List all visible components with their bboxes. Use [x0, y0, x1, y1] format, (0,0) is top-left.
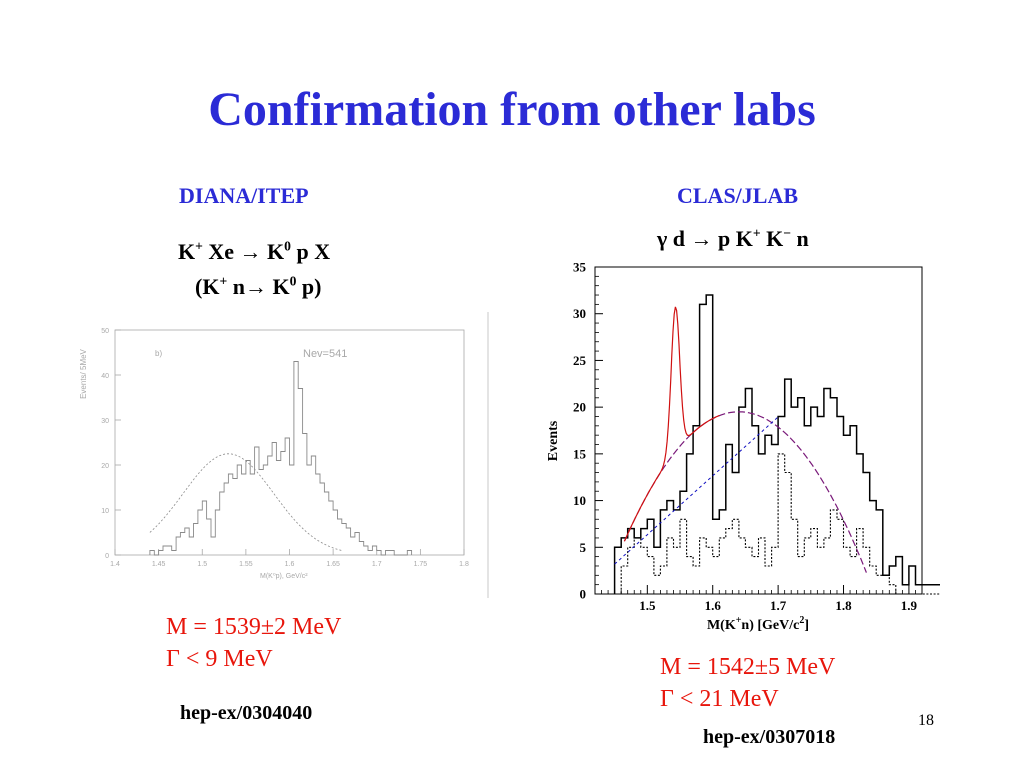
- panel-label: b): [155, 349, 162, 358]
- y-tick-label: 50: [101, 328, 109, 335]
- clas-histogram: 0 5 10 15 20 25 30 35 1.5 1.6 1.7 1.8 1.9 Events M(K+n…: [546, 260, 940, 633]
- left-lab-name: DIANA/ITEP: [179, 183, 309, 208]
- right-mass-result: M = 1542±5 MeV: [660, 654, 836, 680]
- left-reaction-1: K+ Xe → K0 p X: [178, 238, 331, 264]
- x-tick-label: 1.7: [770, 598, 787, 613]
- histogram-bars: [149, 361, 413, 556]
- x-tick-label: 1.5: [197, 561, 207, 568]
- x-tick-label: 1.45: [152, 561, 166, 568]
- histogram-background: [614, 453, 940, 595]
- y-tick-label: 15: [573, 446, 587, 461]
- x-tick-label: 1.65: [326, 561, 340, 568]
- y-tick-label: 30: [101, 418, 109, 425]
- y-tick-label: 20: [573, 400, 586, 415]
- x-tick-label: 1.5: [639, 598, 656, 613]
- fit-curve: [149, 453, 342, 551]
- y-tick-label: 10: [573, 493, 586, 508]
- right-reference: hep-ex/0307018: [703, 726, 836, 748]
- event-count-annotation: Nev=541: [303, 348, 347, 360]
- left-width-result: Γ < 9 MeV: [166, 646, 273, 672]
- left-reaction-2: (K+ n→ K0 p): [195, 273, 322, 299]
- signal-fit-curve: [623, 306, 720, 542]
- x-axis-label: M(K⁰p), GeV/c²: [260, 572, 308, 580]
- y-tick-label: 20: [101, 463, 109, 470]
- y-tick-label: 5: [580, 540, 587, 555]
- x-axis-label: M(K+n) [GeV/c2]: [707, 615, 809, 633]
- left-mass-result: M = 1539±2 MeV: [166, 614, 342, 640]
- y-tick-label: 40: [101, 373, 109, 380]
- x-tick-label: 1.8: [835, 598, 852, 613]
- right-lab-name: CLAS/JLAB: [677, 183, 799, 208]
- y-tick-label: 30: [573, 306, 586, 321]
- y-tick-label: 10: [101, 508, 109, 515]
- x-tick-label: 1.4: [110, 561, 120, 568]
- y-tick-label: 0: [105, 553, 109, 560]
- x-tick-label: 1.6: [285, 561, 295, 568]
- y-tick-label: 25: [573, 353, 587, 368]
- left-reference: hep-ex/0304040: [180, 702, 313, 724]
- background-estimate-line: [614, 416, 779, 565]
- diana-histogram: 0 10 20 30 40 50 1.4 1.45 1.5 1.55 1.6 1.65 1.7 1.75 1…: [79, 312, 489, 598]
- x-tick-label: 1.9: [901, 598, 918, 613]
- x-tick-label: 1.8: [459, 561, 469, 568]
- x-tick-label: 1.75: [414, 561, 428, 568]
- y-axis-label: Events/ 5MeV: [79, 348, 88, 398]
- right-reaction: γ d → p K+ K− n: [657, 225, 809, 251]
- y-tick-label: 35: [573, 260, 587, 275]
- slide-title: Confirmation from other labs: [208, 83, 816, 136]
- x-tick-label: 1.6: [705, 598, 722, 613]
- x-tick-label: 1.7: [372, 561, 382, 568]
- background-fit-curve: [623, 411, 867, 573]
- y-tick-label: 0: [580, 587, 587, 602]
- right-width-result: Γ < 21 MeV: [660, 686, 779, 712]
- page-number: 18: [918, 712, 934, 729]
- y-axis-label: Events: [546, 420, 561, 461]
- histogram-total: [613, 294, 940, 594]
- x-tick-label: 1.55: [239, 561, 253, 568]
